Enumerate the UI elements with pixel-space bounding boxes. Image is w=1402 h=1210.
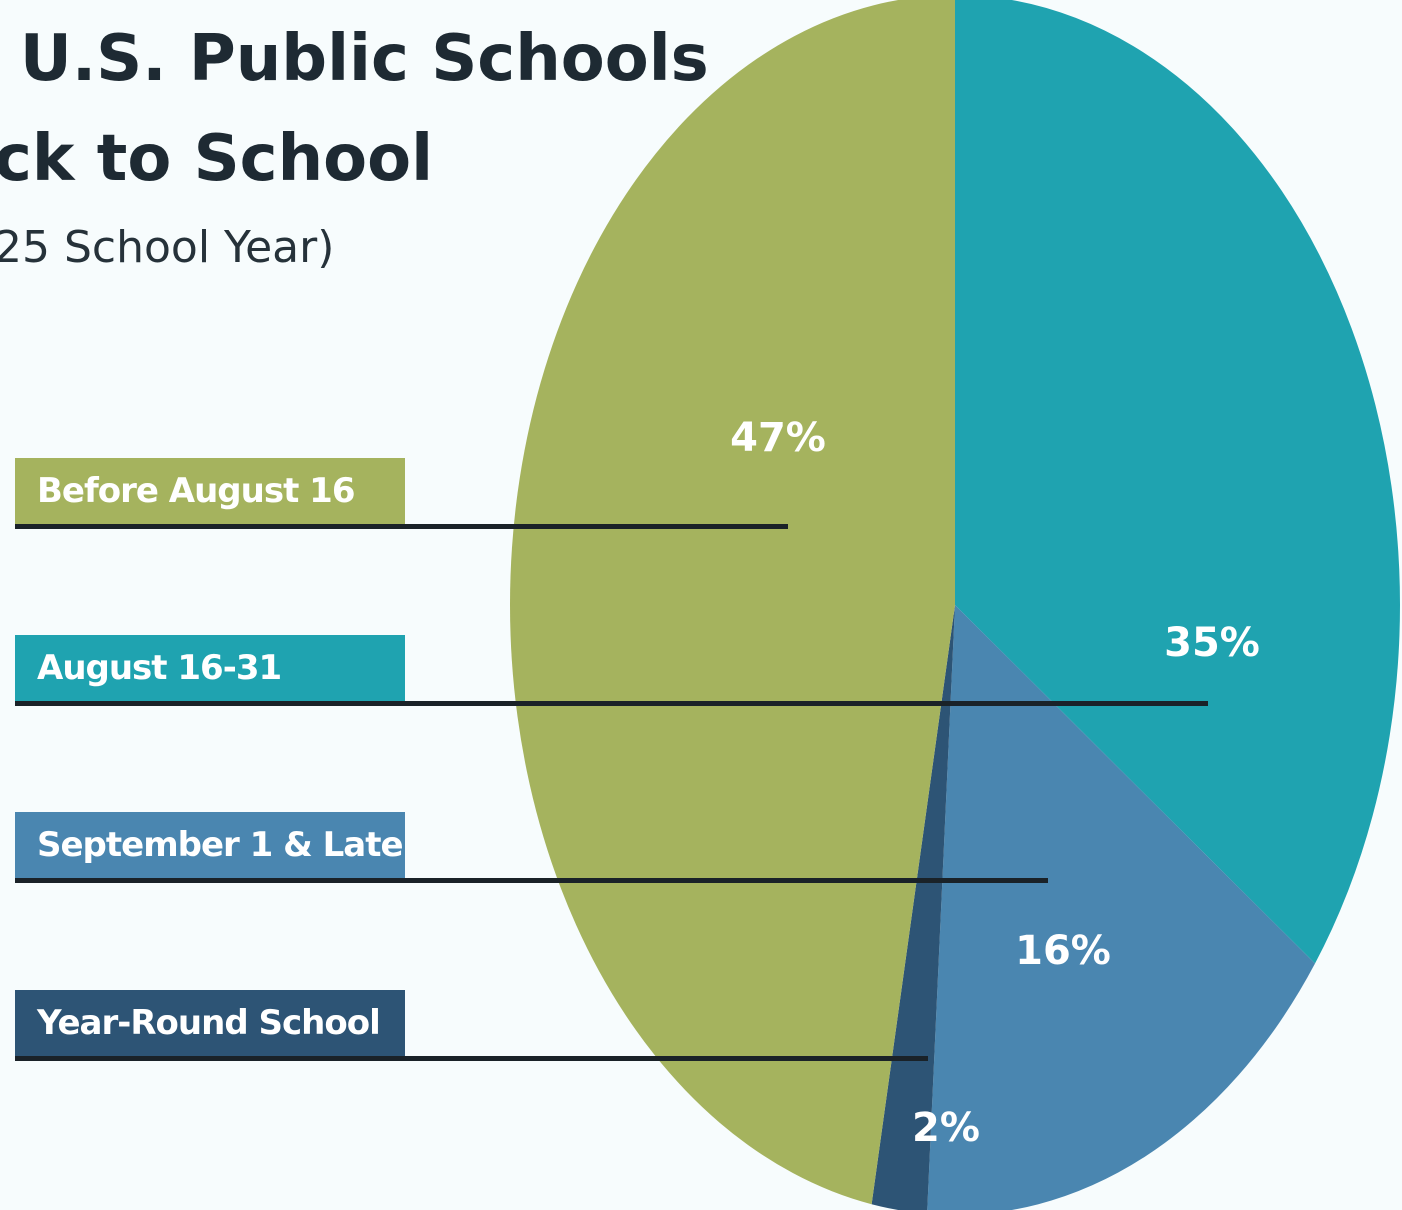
data-label-year-round-school: 2% (912, 1105, 980, 1151)
chart-title-line-2: ick to School (0, 122, 434, 196)
pie-slice-september-1-later (927, 605, 1316, 1210)
data-label-august-16-31: 35% (1164, 620, 1260, 666)
chart-subtitle: 25 School Year) (0, 222, 335, 273)
leader-line-before-august-16 (15, 524, 788, 529)
pie-slice-august-16-31 (955, 0, 1400, 964)
leader-line-year-round-school (15, 1056, 928, 1061)
legend-item-september-1-later: September 1 & Later (15, 812, 405, 878)
chart-title-line-1: n U.S. Public Schools (0, 22, 709, 96)
data-label-before-august-16: 47% (730, 415, 826, 461)
legend-item-year-round-school: Year-Round School (15, 990, 405, 1056)
data-label-september-1-later: 16% (1015, 928, 1111, 974)
legend-item-before-august-16: Before August 16 (15, 458, 405, 524)
leader-line-september-1-later (15, 878, 1048, 883)
pie-slice-before-august-16 (509, 0, 955, 1205)
legend-item-august-16-31: August 16-31 (15, 635, 405, 701)
leader-line-august-16-31 (15, 701, 1208, 706)
